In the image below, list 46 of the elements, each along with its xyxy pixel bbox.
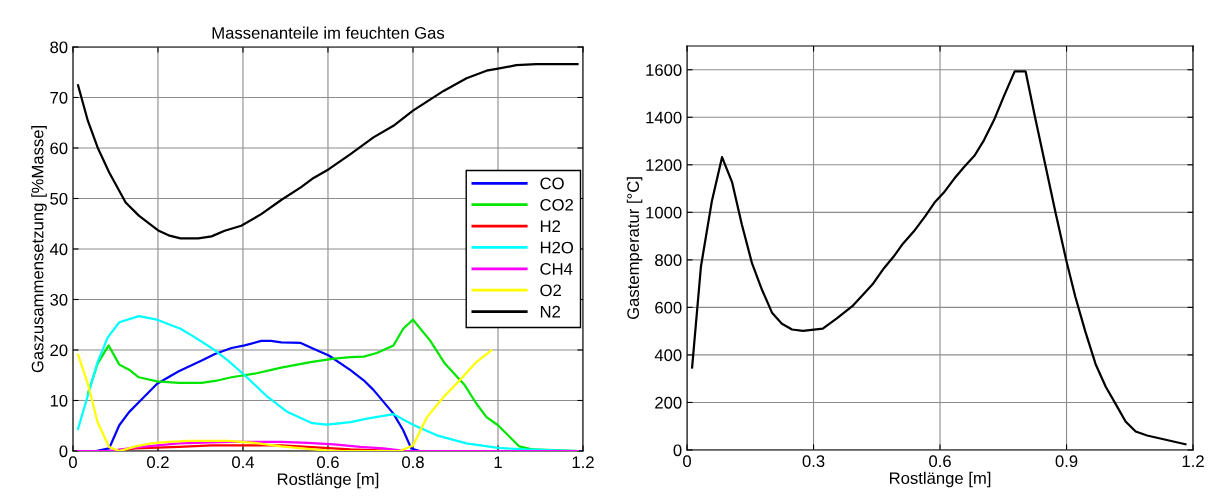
x-tick-label: 0.6 xyxy=(929,455,951,468)
line-series xyxy=(690,70,1187,446)
y-tick-label: 20 xyxy=(50,344,68,357)
x-tick-label: 0.9 xyxy=(1055,455,1078,468)
x-tick-label: 1 xyxy=(494,456,502,468)
y-tick-label: 70 xyxy=(50,91,68,104)
y-tick-label: 30 xyxy=(50,293,68,306)
legend-label: CO2 xyxy=(540,198,573,211)
x-tick-label: 0.8 xyxy=(402,456,424,469)
y-tick-label: 10 xyxy=(50,394,68,407)
legend-label: N2 xyxy=(540,305,561,318)
y-axis-title: Gastemperatur [°C] xyxy=(626,177,643,320)
y-tick-label: 1400 xyxy=(646,111,682,124)
x-axis-title: Rostlänge [m] xyxy=(889,471,991,488)
y-tick-label: 1200 xyxy=(646,159,682,171)
legend-label: CH4 xyxy=(540,263,573,275)
legend-label: H2O xyxy=(540,241,574,254)
x-axis-title: Rostlänge [m] xyxy=(277,472,379,489)
chart-title: Massenanteile im feuchten Gas xyxy=(212,26,445,39)
legend-label: O2 xyxy=(540,284,561,297)
x-tick-label: 1.2 xyxy=(1182,455,1204,467)
y-tick-label: 200 xyxy=(655,396,682,409)
line-series xyxy=(76,349,493,451)
y-tick-label: 1000 xyxy=(646,206,682,219)
y-tick-label: 40 xyxy=(49,243,68,256)
x-tick-label: 0.6 xyxy=(317,456,339,469)
y-axis-title: Gaszusammensetzung [%Masse] xyxy=(31,126,47,373)
line-series xyxy=(76,63,579,240)
y-tick-label: 60 xyxy=(50,142,68,155)
y-tick-label: 800 xyxy=(655,254,682,267)
y-tick-label: 600 xyxy=(655,301,682,314)
y-tick-label: 80 xyxy=(50,41,68,54)
x-tick-label: 0.3 xyxy=(802,455,825,468)
line-series xyxy=(76,440,579,451)
y-tick-label: 50 xyxy=(50,192,68,205)
x-tick-label: 0.4 xyxy=(232,456,255,469)
y-tick-label: 0 xyxy=(59,445,68,458)
legend-label: CO xyxy=(540,177,564,190)
legend-label: H2 xyxy=(540,220,561,232)
y-tick-label: 1600 xyxy=(646,64,682,76)
x-tick-label: 1.2 xyxy=(572,456,594,468)
x-tick-label: 0 xyxy=(68,456,77,469)
y-tick-label: 0 xyxy=(673,444,682,457)
x-tick-label: 0.2 xyxy=(147,456,169,469)
y-tick-label: 400 xyxy=(654,349,682,362)
x-tick-label: 0 xyxy=(683,455,692,468)
